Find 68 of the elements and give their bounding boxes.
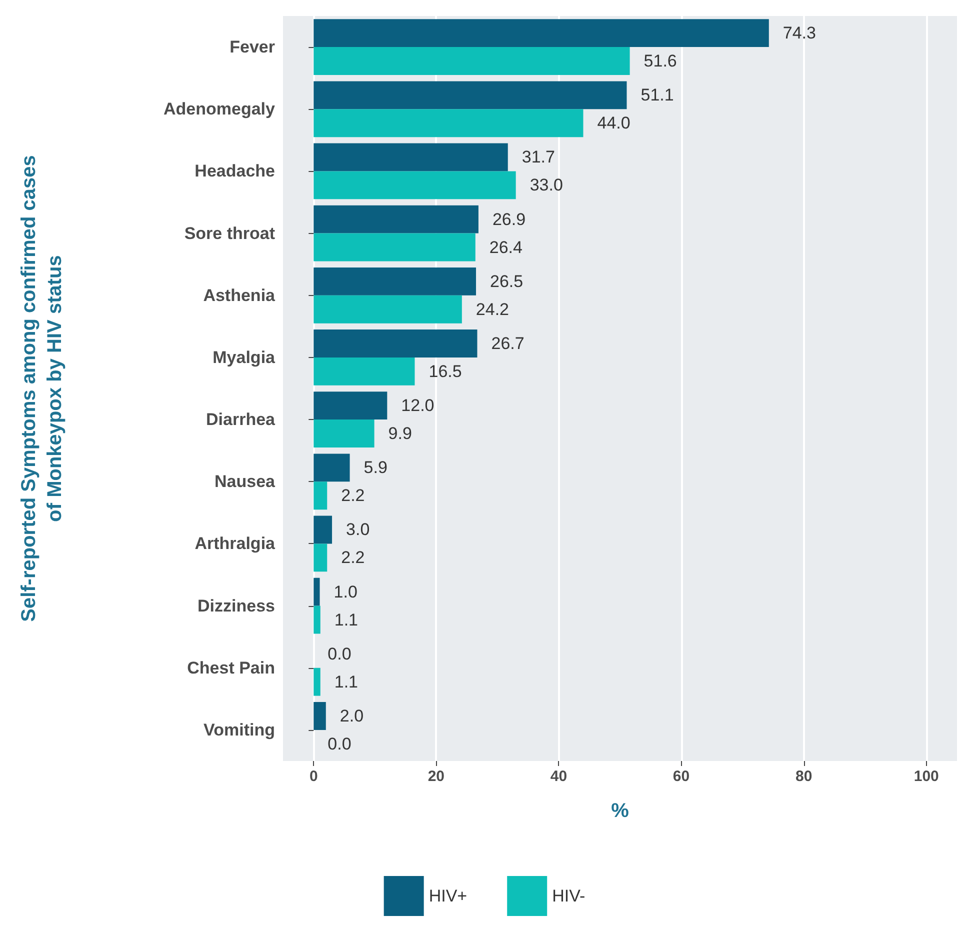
bar: [314, 578, 320, 606]
data-label: 33.0: [530, 176, 563, 195]
data-label: 9.9: [388, 424, 412, 444]
data-label: 26.7: [491, 334, 524, 353]
y-tick-label: Headache: [194, 162, 275, 181]
bar: [314, 295, 462, 324]
data-label: 2.0: [340, 706, 364, 726]
y-axis-title: Self-reported Symptoms among confirmed cases of Monkeypox by HIV status: [18, 155, 66, 622]
bar: [314, 454, 350, 482]
y-tick-label: Adenomegaly: [164, 100, 276, 119]
data-label: 0.0: [328, 644, 352, 664]
x-tick-label: 20: [428, 768, 445, 785]
data-label: 44.0: [597, 114, 630, 133]
x-axis-title: %: [611, 800, 630, 822]
x-tick-label: 40: [550, 768, 568, 785]
y-tick-label: Chest Pain: [187, 658, 275, 678]
bar: [314, 330, 478, 358]
bar: [314, 81, 627, 110]
y-tick-label: Myalgia: [212, 348, 276, 367]
data-label: 1.0: [334, 582, 358, 602]
legend-label: HIV+: [428, 886, 468, 906]
y-tick-label: Diarrhea: [206, 410, 276, 430]
bar: [314, 544, 328, 572]
bar: [314, 205, 478, 234]
data-label: 31.7: [522, 148, 555, 167]
data-label: 2.2: [341, 548, 365, 568]
bar: [314, 233, 476, 262]
x-tick-label: 0: [309, 768, 318, 785]
bar: [314, 109, 584, 138]
y-tick-label: Vomiting: [204, 720, 275, 740]
legend-label: HIV-: [552, 886, 586, 906]
y-tick-label: Fever: [230, 38, 276, 57]
x-tick-label: 60: [672, 768, 690, 785]
bar: [314, 267, 476, 296]
data-label: 3.0: [346, 520, 370, 540]
data-label: 26.9: [492, 210, 526, 229]
data-label: 26.4: [489, 238, 522, 257]
bar: [314, 19, 769, 48]
y-tick-label: Asthenia: [203, 286, 276, 305]
data-label: 51.1: [640, 86, 674, 105]
bar: [314, 420, 374, 448]
data-label: 12.0: [401, 396, 434, 416]
y-tick-label: Sore throat: [184, 224, 276, 243]
x-tick-label: 80: [795, 768, 812, 785]
bar: [314, 47, 630, 75]
data-label: 5.9: [364, 458, 388, 478]
data-label: 16.5: [428, 362, 462, 381]
bar: [314, 482, 328, 510]
data-label: 74.3: [782, 24, 816, 43]
bar: [314, 516, 332, 544]
data-label: 24.2: [476, 300, 510, 319]
data-label: 0.0: [328, 734, 352, 754]
bar: [314, 668, 320, 696]
data-label: 1.1: [334, 672, 358, 692]
bar: [314, 702, 326, 730]
x-tick-label: 100: [914, 768, 939, 785]
bar: [314, 357, 415, 386]
data-label: 2.2: [341, 486, 365, 506]
y-tick-label: Dizziness: [198, 596, 275, 616]
data-label: 26.5: [490, 272, 524, 291]
data-label: 51.6: [644, 52, 677, 71]
bar: [314, 171, 516, 200]
data-label: 1.1: [334, 610, 358, 630]
bar: [314, 606, 320, 634]
y-tick-label: Arthralgia: [194, 534, 276, 554]
y-tick-label: Nausea: [214, 472, 276, 492]
bar: [314, 392, 388, 420]
bar: [314, 143, 508, 172]
